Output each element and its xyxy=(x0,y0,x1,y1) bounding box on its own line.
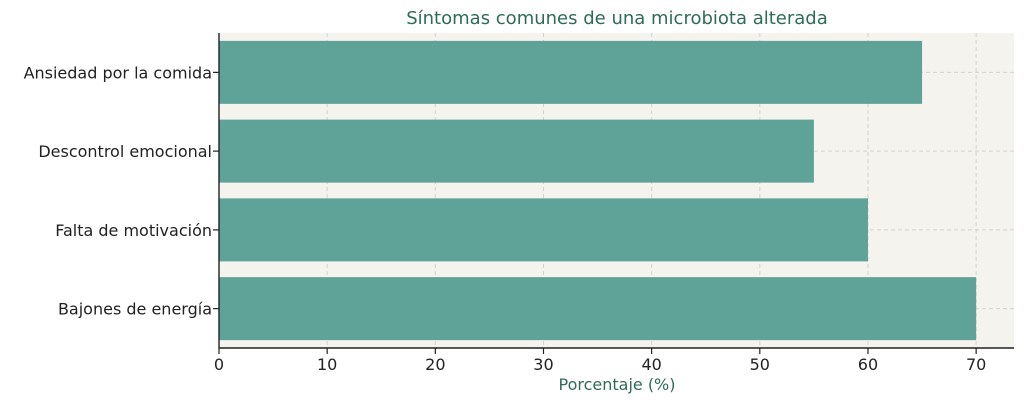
category-label: Descontrol emocional xyxy=(38,142,212,161)
x-tick-label: 10 xyxy=(317,355,337,374)
x-tick-label: 70 xyxy=(966,355,986,374)
category-label: Bajones de energía xyxy=(58,300,212,319)
category-label: Ansiedad por la comida xyxy=(24,63,212,82)
x-axis-label: Porcentaje (%) xyxy=(558,375,675,394)
x-tick-label: 50 xyxy=(750,355,770,374)
bar xyxy=(219,277,977,341)
bar xyxy=(219,198,868,262)
x-tick-label: 60 xyxy=(858,355,878,374)
x-tick-label: 0 xyxy=(214,355,224,374)
x-axis-ticks: 0 10 20 30 40 50 60 70 xyxy=(214,348,986,374)
y-axis-categories: Ansiedad por la comida Descontrol emocion… xyxy=(24,63,219,319)
bar xyxy=(219,119,814,183)
x-tick-label: 40 xyxy=(641,355,661,374)
x-tick-label: 20 xyxy=(425,355,445,374)
bar xyxy=(219,40,923,104)
bars xyxy=(219,40,977,341)
category-label: Falta de motivación xyxy=(55,221,212,240)
chart-title: Síntomas comunes de una microbiota alter… xyxy=(406,8,828,29)
x-tick-label: 30 xyxy=(533,355,553,374)
